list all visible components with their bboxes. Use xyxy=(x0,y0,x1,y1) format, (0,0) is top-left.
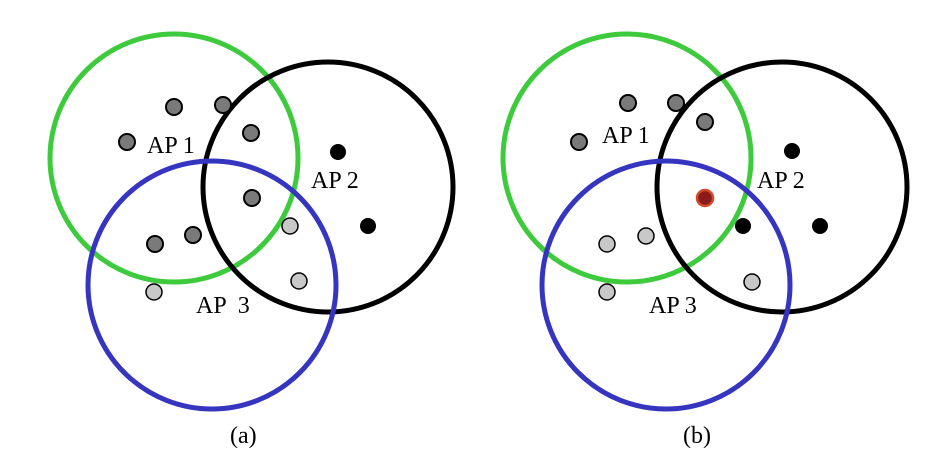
light-gray-node xyxy=(743,273,761,291)
ap3-coverage-circle xyxy=(85,158,339,412)
light-gray-node xyxy=(290,272,308,290)
ap1-coverage-circle xyxy=(47,31,301,285)
ap1-label: AP 1 xyxy=(602,123,650,149)
black-node xyxy=(360,218,376,234)
light-gray-node xyxy=(281,217,299,235)
light-gray-node xyxy=(598,235,616,253)
panel-a-caption: (a) xyxy=(230,423,257,449)
black-node xyxy=(784,143,800,159)
dark-gray-node xyxy=(570,133,588,151)
black-node xyxy=(735,218,751,234)
ap2-coverage-circle xyxy=(654,59,910,315)
dark-gray-node xyxy=(243,189,261,207)
ap3-label: AP 3 xyxy=(649,293,697,319)
dark-gray-node xyxy=(242,124,260,142)
dark-gray-node xyxy=(667,94,685,112)
dark-gray-node xyxy=(165,98,183,116)
ap3-coverage-circle xyxy=(539,158,793,412)
panel-b-caption: (b) xyxy=(683,423,711,449)
panel-a: AP 1 AP 2 AP 3 (a) xyxy=(47,31,456,449)
panel-b: AP 1 AP 2 AP 3 (b) xyxy=(500,31,910,449)
light-gray-node xyxy=(598,283,616,301)
black-node xyxy=(812,218,828,234)
ap2-coverage-circle xyxy=(200,59,456,315)
ap1-coverage-circle xyxy=(500,31,754,285)
dark-gray-node xyxy=(214,96,232,114)
dark-gray-node xyxy=(696,113,714,131)
light-gray-node xyxy=(145,283,163,301)
ap2-label: AP 2 xyxy=(757,168,805,194)
black-node xyxy=(330,144,346,160)
dark-gray-node xyxy=(118,133,136,151)
dark-gray-node xyxy=(146,235,164,253)
light-gray-node xyxy=(637,227,655,245)
dark-gray-node xyxy=(619,94,637,112)
ap2-label: AP 2 xyxy=(311,168,359,194)
ap3-label: AP 3 xyxy=(196,293,250,319)
dark-gray-node xyxy=(184,226,202,244)
ap1-label: AP 1 xyxy=(147,133,195,159)
highlight-node xyxy=(695,188,715,208)
